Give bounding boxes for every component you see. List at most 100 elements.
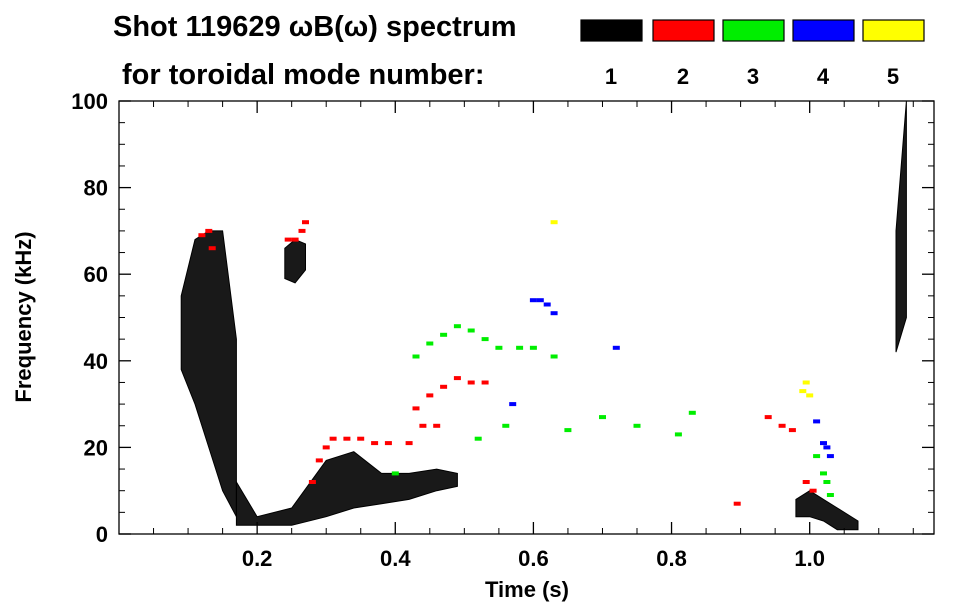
mode-2-point (208, 246, 216, 251)
legend-swatch-1 (580, 19, 643, 42)
mode-2-point (291, 237, 299, 242)
mode-3-point (599, 415, 606, 420)
mode-3-point (826, 493, 834, 497)
mode-3-point (564, 428, 572, 433)
mode-3-point (674, 432, 682, 437)
axes: 0.2 0.4 0.6 0.8 1.0 0 20 40 60 80 100 (71, 89, 934, 571)
x-tick-label-0.4: 0.4 (380, 546, 411, 571)
mode-2-point (322, 445, 330, 450)
legend-label-3: 3 (747, 64, 759, 89)
mode-2-point (302, 220, 309, 225)
legend-label-4: 4 (817, 64, 830, 89)
x-tick-label-0.2: 0.2 (242, 546, 273, 571)
legend-label-5: 5 (887, 64, 899, 89)
plot-frame (118, 100, 935, 535)
y-tick-label-60: 60 (84, 262, 108, 287)
mode-2-point (315, 458, 323, 463)
mode-4-point (509, 402, 517, 407)
y-axis-label: Frequency (kHz) (11, 231, 36, 402)
mode-3-point (502, 423, 510, 428)
mode-1-late-band (795, 490, 859, 531)
mode-5-point (806, 393, 814, 398)
legend-swatch-3 (722, 19, 785, 42)
mode-2-point (412, 406, 420, 411)
legend-swatch-5 (862, 19, 925, 42)
mode-4-point (820, 441, 827, 446)
mode-4-point (826, 454, 834, 459)
mode-2-point (405, 441, 413, 446)
mode-2-point (329, 436, 337, 441)
y-tick-label-20: 20 (84, 435, 108, 460)
mode-3-point (391, 471, 399, 476)
legend-label-2: 2 (677, 64, 689, 89)
mode-2-point (198, 233, 206, 238)
mode-2-point (809, 488, 817, 493)
mode-2-point (284, 237, 292, 242)
mode-4-point (612, 345, 620, 350)
mode-3-point (813, 454, 821, 459)
mode-2-point (778, 423, 786, 428)
x-axis-label: Time (s) (485, 577, 569, 602)
x-tick-label-0.8: 0.8 (656, 546, 687, 571)
mode-2-point (343, 436, 351, 441)
legend-label-1: 1 (605, 64, 617, 89)
chart-title-line1: Shot 119629 ωB(ω) spectrum (113, 11, 517, 43)
mode-1-early-broadband (180, 230, 237, 517)
mode-3-point (426, 341, 434, 346)
mode-3-point (453, 324, 461, 329)
mode-3-point (474, 436, 482, 441)
legend-swatch-2 (652, 19, 715, 42)
mode-2-point (205, 228, 213, 233)
mode-2-point (788, 428, 796, 433)
y-tick-label-40: 40 (84, 349, 108, 374)
mode-5-point (799, 389, 807, 394)
mode-3-point (440, 332, 448, 337)
mode-4-point (550, 311, 558, 316)
mode-2-point (733, 501, 741, 506)
mode-4-point (536, 298, 544, 303)
mode-2-point (764, 415, 772, 420)
mode-2-point (433, 423, 441, 428)
x-tick-label-0.6: 0.6 (518, 546, 549, 571)
y-tick-label-100: 100 (71, 89, 108, 114)
mode-2-point (298, 228, 306, 233)
mode-5-point (802, 380, 810, 385)
mode-2-point (453, 376, 461, 381)
mode-2-point (802, 480, 810, 484)
y-tick-label-0: 0 (96, 522, 108, 547)
mode-3-point (820, 471, 827, 476)
mode-4-point (823, 445, 831, 450)
mode-2-point (419, 423, 427, 428)
mode-4-point (543, 302, 551, 307)
mode-3-point (495, 345, 503, 350)
mode-3-point (688, 410, 696, 415)
chart-title-line2: for toroidal mode number: (122, 59, 485, 91)
mode-5-point (550, 220, 558, 225)
y-tick-label-80: 80 (84, 176, 108, 201)
mode-2-point (357, 436, 365, 441)
mode-1-early-high-frequency-patch (284, 239, 306, 284)
legend: 1 2 3 4 5 (580, 19, 925, 89)
mode-3-point (467, 328, 475, 333)
mode-3-point (823, 480, 831, 484)
mode-3-point (633, 423, 641, 428)
legend-swatch-4 (792, 19, 855, 42)
mode-2-point (467, 380, 475, 385)
mode-2-point (384, 441, 392, 446)
mode-3-point (481, 337, 489, 342)
mode-2-point (481, 380, 489, 385)
mode-4-point (813, 419, 821, 424)
x-tick-label-1.0: 1.0 (794, 546, 825, 571)
plot-marks (180, 100, 907, 531)
mode-1-low-frequency-band (235, 451, 458, 526)
mode-2-point (440, 384, 448, 389)
mode-3-point (412, 354, 420, 359)
mode-4-point (529, 298, 537, 303)
mode-2-point (426, 393, 434, 398)
mode-1-end-spike (895, 100, 907, 353)
mode-3-point (550, 354, 558, 359)
mode-2-point (308, 480, 316, 484)
mode-2-point (371, 441, 379, 446)
mode-3-point (516, 345, 524, 350)
